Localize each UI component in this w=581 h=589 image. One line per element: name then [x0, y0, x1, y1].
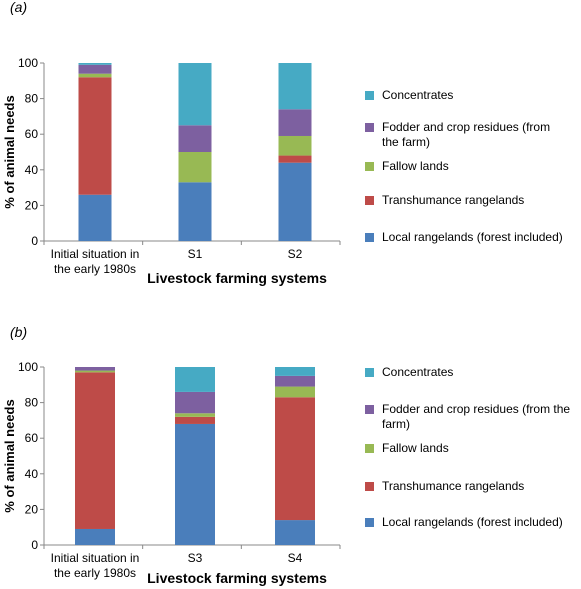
bar-segment	[175, 423, 215, 545]
bar-segment	[178, 182, 212, 241]
legend-label: Local rangelands (forest included)	[382, 230, 563, 244]
x-tick-label: S4	[288, 551, 303, 565]
bar-segment	[75, 528, 115, 545]
bar-segment	[78, 77, 112, 195]
panel-label: (b)	[10, 324, 27, 340]
chart-a: (a) 0 20 40 60 80 100 % of animal needs Initial …	[2, 0, 563, 286]
bar-segment	[75, 367, 115, 371]
legend-swatch	[365, 518, 374, 527]
x-tick-label: Initial situation in	[51, 551, 140, 565]
x-tick-label: the early 1980s	[54, 566, 136, 580]
y-tick-label: 20	[25, 198, 39, 212]
y-tick-label: 60	[25, 431, 39, 445]
y-tick-label: 80	[25, 396, 39, 410]
legend-label: Transhumance rangelands	[382, 193, 524, 207]
y-tick-label: 100	[18, 56, 38, 70]
bar-segment	[275, 375, 315, 387]
bar-segment	[178, 63, 212, 126]
bar-segment	[78, 64, 112, 74]
bar-segment	[78, 194, 112, 241]
legend-label: Fodder and crop residues (from	[382, 120, 550, 134]
legend-label: farm)	[382, 417, 410, 431]
panel-label: (a)	[10, 0, 27, 15]
bar-segment	[278, 135, 312, 156]
bar-segment	[275, 367, 315, 376]
bar-segment	[175, 416, 215, 424]
legend-label: Concentrates	[382, 365, 453, 379]
y-axis-label: % of animal needs	[2, 399, 17, 512]
legend-label: Local rangelands (forest included)	[382, 515, 563, 529]
legend-swatch	[365, 196, 374, 205]
bar-segment	[75, 372, 115, 529]
legend-label: Fallow lands	[382, 159, 449, 173]
bar-segment	[78, 63, 112, 65]
legend-swatch	[365, 162, 374, 171]
bar-segment	[278, 162, 312, 241]
bar-segment	[175, 413, 215, 417]
legend-swatch	[365, 405, 374, 414]
x-tick-label: S3	[188, 551, 203, 565]
bar-segment	[278, 63, 312, 110]
x-axis-label: Livestock farming systems	[147, 270, 327, 286]
legend: Concentrates Fodder and crop residues (fr…	[365, 88, 563, 244]
bar-segment	[175, 367, 215, 392]
legend-label: the farm)	[382, 135, 430, 149]
y-tick-label: 0	[31, 538, 38, 552]
y-tick-label: 40	[25, 163, 39, 177]
bar-segment	[75, 370, 115, 373]
y-tick-label: 20	[25, 502, 39, 516]
legend-label: Fodder and crop residues (from the	[382, 402, 570, 416]
x-axis-label: Livestock farming systems	[147, 570, 327, 586]
bar-segment	[175, 391, 215, 414]
bar-segment	[275, 397, 315, 521]
legend-swatch	[365, 444, 374, 453]
legend-swatch	[365, 233, 374, 242]
x-tick-label: Initial situation in	[51, 247, 140, 261]
y-tick-label: 40	[25, 467, 39, 481]
bar-segment	[278, 109, 312, 136]
y-tick-label: 60	[25, 127, 39, 141]
legend-swatch	[365, 368, 374, 377]
bar-segment	[275, 386, 315, 398]
bar-segment	[178, 125, 212, 152]
bar-segment	[178, 152, 212, 183]
legend-label: Transhumance rangelands	[382, 479, 524, 493]
legend-label: Fallow lands	[382, 441, 449, 455]
y-tick-label: 0	[31, 234, 38, 248]
x-tick-label: S2	[288, 247, 303, 261]
bar-segment	[278, 155, 312, 163]
y-tick-label: 100	[18, 360, 38, 374]
legend: Concentrates Fodder and crop residues (fr…	[365, 365, 570, 529]
legend-swatch	[365, 123, 374, 132]
bar-segment	[275, 520, 315, 545]
chart-b: (b) 0 20 40 60 80 100 % of animal needs Initial …	[2, 324, 570, 586]
y-axis-label: % of animal needs	[2, 95, 17, 208]
legend-swatch	[365, 482, 374, 491]
y-tick-label: 80	[25, 92, 39, 106]
legend-swatch	[365, 91, 374, 100]
bar-segment	[78, 73, 112, 78]
x-tick-label: the early 1980s	[54, 262, 136, 276]
legend-label: Concentrates	[382, 88, 453, 102]
x-tick-label: S1	[188, 247, 203, 261]
